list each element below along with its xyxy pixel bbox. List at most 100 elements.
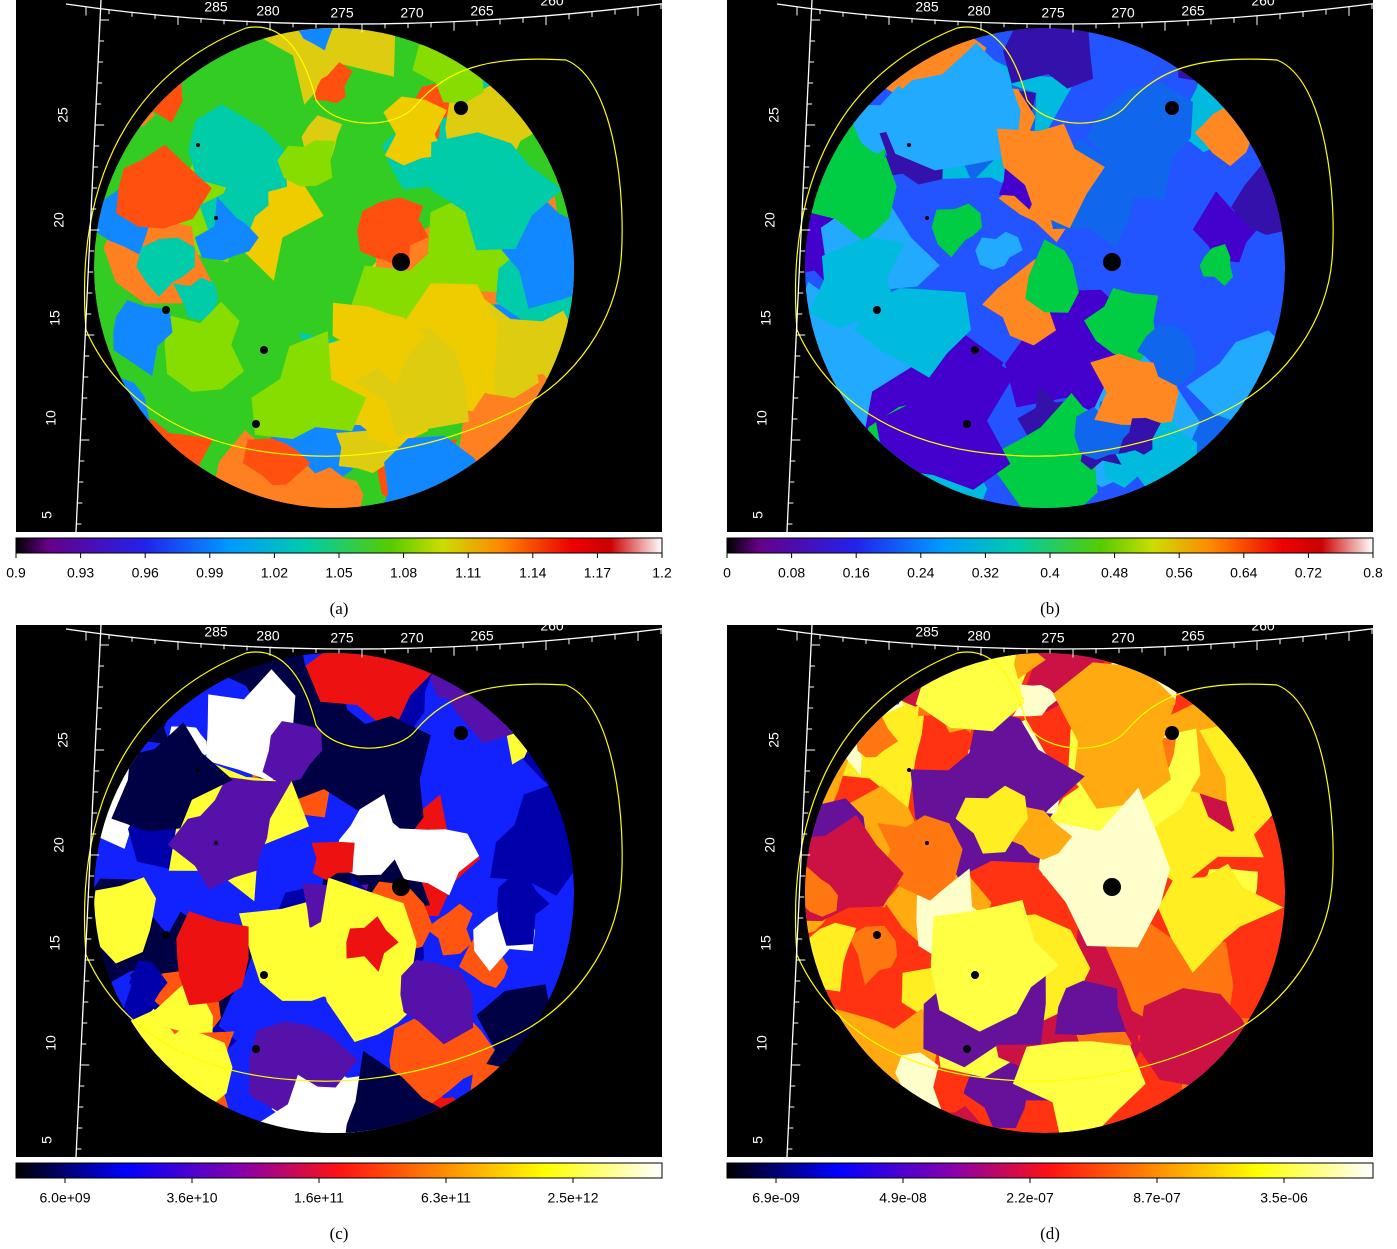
source [1103,253,1121,271]
dec-tick-label: 25 [766,732,782,748]
source [873,306,881,314]
ra-tick-label: 275 [1041,5,1065,21]
dec-tick-label: 10 [754,410,770,426]
colorbar [16,1163,662,1178]
dec-tick-label: 10 [43,410,59,426]
colorbar-tick-label: 0.99 [196,565,223,581]
source [971,346,979,354]
colorbar-tick-label: 1.17 [584,565,611,581]
panel: 2852802752702652602520151050.90.930.960.… [6,0,676,618]
dec-tick-label: 20 [762,212,778,228]
ra-tick-label: 260 [540,618,564,634]
dec-tick-label: 5 [750,511,766,519]
colorbar-tick-label: 0.64 [1230,565,1257,581]
colorbar-tick-label: 1.08 [390,565,417,581]
ra-tick-label: 270 [400,630,424,646]
colorbar-tick-label: 1.2 [652,565,672,581]
colorbar-tick-label: 0.24 [907,565,934,581]
ra-tick-label: 280 [967,3,991,19]
colorbar-tick-label: 1.11 [455,565,481,581]
ra-tick-label: 260 [1251,0,1275,9]
dec-tick-label: 10 [754,1035,770,1051]
caption: (c) [330,1224,349,1243]
colorbar-tick-label: 0.32 [972,565,999,581]
colorbar-tick-label: 3.5e-06 [1260,1190,1308,1206]
colorbar-tick-label: 0.93 [67,565,94,581]
colorbar-tick-label: 0.48 [1101,565,1128,581]
source [392,253,410,271]
ra-tick-label: 270 [1111,5,1135,21]
source [214,216,218,220]
source [162,306,170,314]
ra-tick-label: 280 [967,628,991,644]
source [1165,101,1179,115]
dec-tick-label: 25 [766,107,782,123]
colorbar-tick-label: 0.08 [778,565,805,581]
colorbar-tick-label: 0.4 [1040,565,1060,581]
ra-tick-label: 265 [1181,628,1205,644]
colorbar [727,1163,1373,1178]
dec-tick-label: 15 [758,935,774,951]
ra-tick-label: 285 [915,0,939,15]
colorbar [16,538,662,553]
panel: 2852802752702652602520151056.9e-094.9e-0… [727,591,1387,1243]
colorbar-tick-label: 0.9 [6,565,26,581]
caption: (d) [1040,1224,1060,1243]
colorbar-tick-label: 2.2e-07 [1006,1190,1054,1206]
source [963,1045,971,1053]
dec-tick-label: 25 [55,107,71,123]
caption: (b) [1040,599,1060,618]
source [260,971,268,979]
ra-tick-label: 265 [470,628,494,644]
dec-tick-label: 15 [47,310,63,326]
figure: 285 280 275 270 265 260 25 20 15 10 5 0.9 0.93 0.96 0.… [0,0,1397,1249]
source [925,841,929,845]
ra-tick-label: 270 [1111,630,1135,646]
ra-tick-label: 275 [330,5,354,21]
dec-tick-label: 15 [758,310,774,326]
colorbar-tick-label: 0.8 [1363,565,1383,581]
colorbar-tick-label: 0.96 [132,565,159,581]
ra-tick-label: 285 [204,0,228,15]
source [196,143,200,147]
source [454,726,468,740]
dec-tick-label: 5 [750,1136,766,1144]
source [1103,878,1121,896]
source [214,841,218,845]
panel: 285 280 275 270 265 260 25 20 15 10 5 0 0.08 0.16 0.24… [723,0,1387,618]
ra-tick-label: 265 [1181,3,1205,19]
colorbar-tick-label: 4.9e-08 [879,1190,927,1206]
colorbar-tick-label: 6.9e-09 [752,1190,800,1206]
colorbar-tick-label: 0.56 [1166,565,1193,581]
dec-tick-label: 15 [47,935,63,951]
source [925,216,929,220]
colorbar-tick-label: 1.05 [325,565,352,581]
colorbar-tick-label: 6.0e+09 [40,1190,91,1206]
source [196,768,200,772]
ra-tick-label: 270 [400,5,424,21]
source [162,931,170,939]
source [392,878,410,896]
colorbar-tick-label: 8.7e-07 [1133,1190,1181,1206]
source [963,420,971,428]
colorbar-tick-label: 0.16 [843,565,870,581]
ra-tick-label: 275 [1041,630,1065,646]
colorbar-tick-label: 6.3e+11 [421,1190,471,1206]
dec-tick-label: 20 [51,837,67,853]
source [907,768,911,772]
ra-tick-label: 285 [204,624,228,640]
colorbar-tick-label: 1.02 [261,565,288,581]
source [907,143,911,147]
ra-tick-label: 260 [540,0,564,9]
source [873,931,881,939]
ra-tick-label: 275 [330,630,354,646]
source [1165,726,1179,740]
source [971,971,979,979]
colorbar-tick-label: 1.6e+11 [294,1190,344,1206]
dec-tick-label: 5 [39,1136,55,1144]
dec-tick-label: 20 [762,837,778,853]
colorbar-tick-label: 0.72 [1295,565,1322,581]
colorbar-tick-label: 0 [723,565,731,581]
dec-tick-label: 25 [55,732,71,748]
